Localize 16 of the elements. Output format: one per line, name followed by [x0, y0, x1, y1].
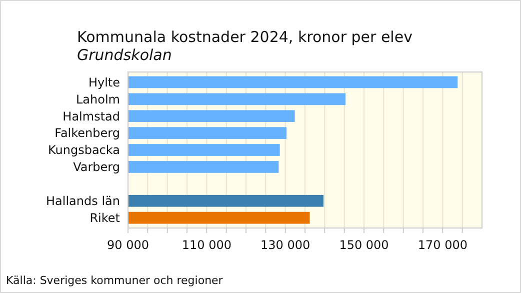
chart-subtitle: Grundskolan — [77, 46, 172, 64]
x-tick-label: 110 000 — [182, 238, 232, 252]
x-tick-label: 150 000 — [339, 238, 389, 252]
y-tick-label: Hylte — [88, 75, 120, 90]
x-tick-label: 170 000 — [418, 238, 468, 252]
x-tick-label: 130 000 — [260, 238, 310, 252]
y-tick-label: Riket — [90, 211, 120, 226]
x-tick-label: 90 000 — [107, 238, 149, 252]
chart-title: Kommunala kostnader 2024, kronor per elev — [77, 28, 413, 46]
text: Källa: Sveriges kommuner och regioner — [6, 274, 224, 287]
y-tick-label: Varberg — [73, 160, 120, 174]
y-tick-label: Hallands län — [46, 194, 120, 208]
y-tick-label: Laholm — [76, 92, 120, 106]
y-tick-label: Kungsbacka — [48, 143, 120, 158]
y-tick-label: Halmstad — [62, 109, 120, 124]
y-tick-label: Falkenberg — [54, 126, 120, 140]
